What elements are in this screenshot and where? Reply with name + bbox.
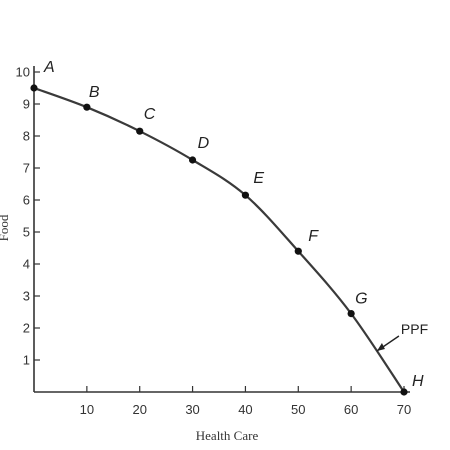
ppf-curve [33, 86, 405, 393]
y-tick-label: 2 [23, 321, 30, 336]
y-tick-label: 5 [23, 225, 30, 240]
data-point-e [241, 191, 250, 199]
y-tick-label: 1 [23, 353, 30, 368]
ppf-arrowhead [376, 343, 385, 351]
data-point-c [136, 127, 144, 135]
point-label-e: E [253, 170, 264, 187]
y-tick-label: 8 [23, 129, 30, 144]
y-tick-label: 7 [23, 161, 30, 176]
data-point-g [347, 310, 355, 318]
data-point-b [83, 103, 91, 111]
point-label-a: A [43, 59, 55, 76]
x-tick-label: 70 [397, 402, 411, 417]
point-label-b: B [89, 84, 100, 101]
y-axis-label: Food [0, 214, 11, 241]
y-tick-label: 6 [23, 193, 30, 208]
x-tick-label: 50 [291, 402, 305, 417]
point-label-c: C [144, 106, 156, 123]
data-point-h [400, 388, 408, 396]
x-tick-label: 10 [80, 402, 94, 417]
point-label-g: G [355, 291, 367, 308]
point-label-d: D [198, 135, 210, 152]
point-label-f: F [308, 228, 319, 245]
y-tick-label: 3 [23, 289, 30, 304]
annotation-layer: PPF [376, 321, 428, 352]
x-tick-label: 40 [238, 402, 252, 417]
points-layer: A B C D E F G H [30, 59, 424, 396]
x-tick-label: 20 [132, 402, 146, 417]
x-tick-label: 60 [344, 402, 358, 417]
point-label-h: H [412, 373, 424, 390]
data-point-a [30, 84, 38, 92]
axes: 1 2 3 4 5 6 7 8 9 10 10 20 30 40 50 60 70 Health Care Food [0, 65, 411, 444]
y-tick-label: 4 [23, 257, 30, 272]
x-axis-label: Health Care [196, 428, 259, 443]
y-tick-label: 9 [23, 97, 30, 112]
curve-layer [33, 86, 405, 393]
data-point-f [294, 247, 302, 255]
x-tick-label: 30 [185, 402, 199, 417]
ppf-annotation-label: PPF [401, 321, 428, 337]
y-tick-label: 10 [16, 65, 30, 80]
data-point-d [188, 156, 197, 164]
